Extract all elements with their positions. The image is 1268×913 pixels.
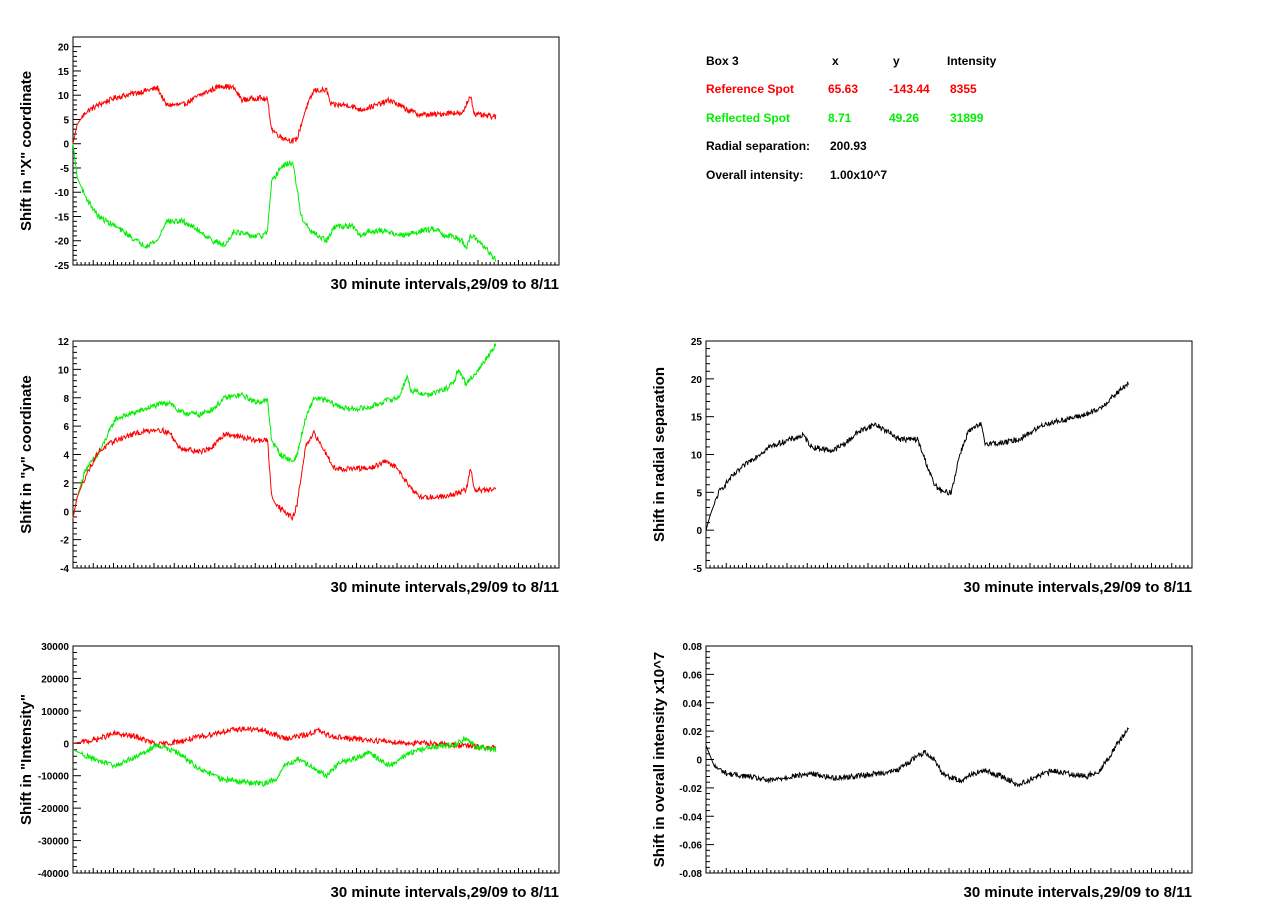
x_shift-y-tick-label: 15	[58, 67, 70, 78]
y_shift-panel: -4 -2 0 2 4 6 8 10 12 30 minute intervals,29/09 t…	[18, 337, 560, 596]
x_shift-y-tick-label: -15	[55, 212, 70, 223]
y_shift-series-reference	[72, 426, 497, 522]
reflected-spot-label: Reflected Spot	[706, 111, 790, 125]
radial_shift-y-axis-label: Shift in radial separation	[651, 367, 668, 542]
overall_intensity_shift-panel: -0.08 -0.06 -0.04 -0.02 0 0.02 0.04 0.06 0.08 30 …	[651, 642, 1193, 901]
overall_intensity_shift-y-tick-label: 0.06	[683, 670, 703, 681]
intensity_shift-frame	[72, 645, 560, 874]
x_shift-y-tick-label: 10	[58, 91, 70, 102]
radial_shift-x-axis-label: 30 minute intervals,29/09 to 8/11	[964, 579, 1192, 596]
x_shift-x-axis-label: 30 minute intervals,29/09 to 8/11	[331, 276, 559, 293]
y_shift-frame	[72, 340, 560, 569]
y_shift-y-tick-label: 6	[63, 422, 69, 433]
col-intensity-header: Intensity	[947, 54, 997, 68]
y_shift-y-tick-label: 0	[63, 507, 69, 518]
radial_shift-y-tick-label: 20	[691, 375, 703, 386]
intensity_shift-series-reflected	[72, 735, 497, 788]
overall_intensity_shift-y-tick-label: -0.06	[679, 841, 702, 852]
y_shift-y-tick-label: 4	[63, 451, 69, 462]
reflected-spot-x: 8.71	[828, 111, 852, 125]
radial_shift-y-tick-label: 25	[691, 337, 703, 348]
x_shift-y-tick-label: -25	[55, 261, 70, 272]
radial_shift-panel: -5 0 5 10 15 20 25 30 minute intervals,29/09 to…	[651, 337, 1193, 596]
y_shift-series-reflected	[72, 343, 497, 519]
x_shift-y-tick-label: 0	[63, 140, 69, 151]
intensity_shift-y-tick-label: -30000	[38, 837, 70, 848]
y_shift-y-tick-label: 2	[63, 479, 69, 490]
y_shift-y-tick-label: 12	[58, 337, 70, 348]
col-y-header: y	[893, 54, 900, 68]
x_shift-y-tick-label: -5	[60, 164, 69, 175]
y_shift-y-tick-label: -2	[60, 536, 69, 547]
intensity_shift-series-reference	[72, 725, 497, 751]
radial_shift-series-radial	[705, 381, 1130, 531]
reflected-spot-y: 49.26	[889, 111, 919, 125]
x_shift-y-tick-label: -10	[55, 188, 70, 199]
intensity_shift-y-tick-label: 0	[63, 739, 69, 750]
radial-separation-label: Radial separation:	[706, 139, 810, 153]
radial_shift-y-tick-label: 15	[691, 413, 703, 424]
x_shift-series-reflected	[72, 143, 497, 262]
overall_intensity_shift-y-axis-label: Shift in overall intensity x10^7	[651, 652, 668, 868]
overall-intensity-label: Overall intensity:	[706, 168, 803, 182]
radial_shift-y-tick-label: 0	[696, 526, 702, 537]
radial_shift-y-tick-label: 10	[691, 451, 703, 462]
y_shift-y-tick-label: 10	[58, 365, 70, 376]
reference-spot-intensity: 8355	[950, 82, 977, 96]
radial_shift-y-tick-label: -5	[693, 564, 702, 575]
x_shift-frame	[72, 36, 560, 266]
reference-spot-y: -143.44	[889, 82, 930, 96]
col-x-header: x	[832, 54, 839, 68]
x_shift-y-axis-label: Shift in "X" coordinate	[18, 71, 35, 231]
overall-intensity-value: 1.00x10^7	[830, 168, 887, 182]
overall_intensity_shift-y-tick-label: -0.04	[679, 812, 702, 823]
intensity_shift-y-axis-label: Shift in "Intensity"	[18, 694, 35, 825]
intensity_shift-y-tick-label: 10000	[41, 707, 69, 718]
overall_intensity_shift-y-tick-label: -0.08	[679, 869, 702, 880]
overall_intensity_shift-y-tick-label: 0.08	[683, 642, 703, 653]
intensity_shift-panel: -40000 -30000 -20000 -10000 0 10000 20000 30000…	[18, 642, 560, 901]
y_shift-y-tick-label: 8	[63, 394, 69, 405]
intensity_shift-y-tick-label: -40000	[38, 869, 70, 880]
x_shift-y-tick-label: 5	[63, 115, 69, 126]
reference-spot-x: 65.63	[828, 82, 858, 96]
intensity_shift-y-tick-label: 20000	[41, 674, 69, 685]
reference-spot-label: Reference Spot	[706, 82, 794, 96]
radial_shift-y-tick-label: 5	[696, 488, 702, 499]
info-box: Box 3 x y Intensity Reference Spot 65.63…	[706, 54, 997, 182]
y_shift-y-axis-label: Shift in "y" coordinate	[18, 375, 35, 533]
overall_intensity_shift-frame	[705, 645, 1193, 874]
box-title: Box 3	[706, 54, 739, 68]
overall_intensity_shift-y-tick-label: 0.02	[683, 727, 703, 738]
y_shift-x-axis-label: 30 minute intervals,29/09 to 8/11	[331, 579, 559, 596]
x_shift-y-tick-label: 20	[58, 43, 70, 54]
overall_intensity_shift-y-tick-label: 0	[696, 756, 702, 767]
y_shift-y-tick-label: -4	[60, 564, 69, 575]
x_shift-panel: -25 -20 -15 -10 -5 0 5 10 15 20 30 minute interval…	[18, 36, 560, 293]
overall_intensity_shift-y-tick-label: -0.02	[679, 784, 702, 795]
intensity_shift-y-tick-label: 30000	[41, 642, 69, 653]
overall_intensity_shift-series-radial	[705, 727, 1130, 788]
radial-separation-value: 200.93	[830, 139, 867, 153]
x_shift-y-tick-label: -20	[55, 237, 70, 248]
reflected-spot-intensity: 31899	[950, 111, 984, 125]
intensity_shift-y-tick-label: -20000	[38, 804, 70, 815]
intensity_shift-y-tick-label: -10000	[38, 772, 70, 783]
intensity_shift-x-axis-label: 30 minute intervals,29/09 to 8/11	[331, 884, 559, 901]
radial_shift-frame	[705, 340, 1193, 569]
overall_intensity_shift-x-axis-label: 30 minute intervals,29/09 to 8/11	[964, 884, 1192, 901]
x_shift-series-reference	[72, 83, 497, 144]
overall_intensity_shift-y-tick-label: 0.04	[683, 699, 703, 710]
